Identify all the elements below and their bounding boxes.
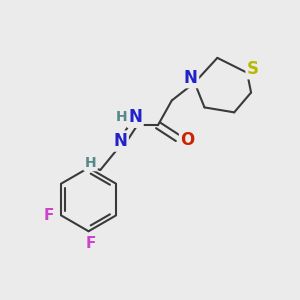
Text: F: F	[85, 236, 96, 250]
Text: F: F	[44, 208, 54, 223]
Text: N: N	[184, 69, 198, 87]
Text: N: N	[128, 108, 142, 126]
Text: O: O	[181, 131, 195, 149]
Text: N: N	[113, 132, 127, 150]
Text: H: H	[85, 156, 96, 170]
Text: S: S	[247, 60, 259, 78]
Text: H: H	[116, 110, 127, 124]
